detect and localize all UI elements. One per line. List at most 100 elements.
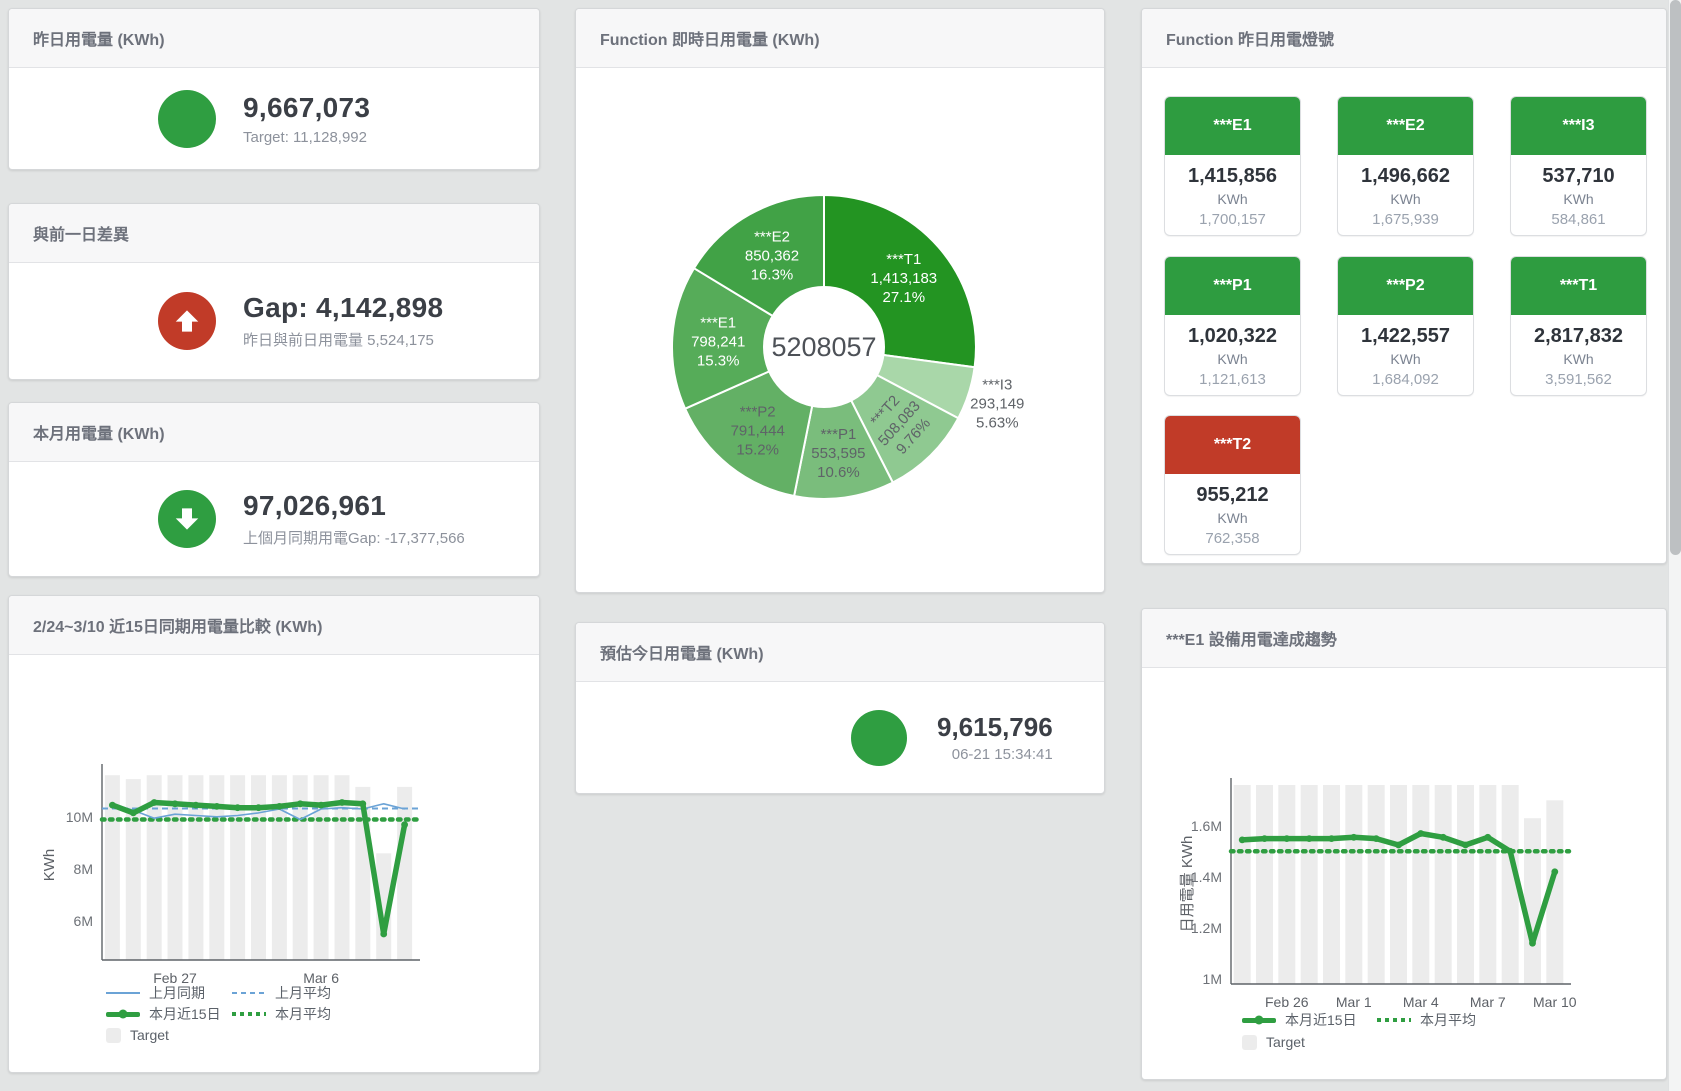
svg-text:Mar 6: Mar 6 [303, 970, 339, 986]
svg-text:日用電量 KWh: 日用電量 KWh [1179, 836, 1196, 933]
card-month-usage: 本月用電量 (KWh) 97,026,961 上個月同期用電Gap: -17,3… [8, 402, 540, 577]
donut-center-total: 5208057 [771, 332, 876, 362]
svg-text:Mar 4: Mar 4 [1403, 994, 1439, 1010]
card-title: 預估今日用電量 (KWh) [576, 623, 1104, 682]
estimate-value: 9,615,796 [937, 712, 1053, 742]
light-tile[interactable]: ***I3 537,710 KWh 584,861 [1510, 96, 1647, 236]
legend-swatch-line_thin_blue-icon [106, 992, 140, 994]
yesterday-usage-value: 9,667,073 [243, 91, 371, 123]
chart-legend-row: 本月近15日 本月平均 [106, 1004, 331, 1024]
scrollbar-thumb[interactable] [1670, 0, 1681, 555]
tile-status-header: ***E1 [1165, 97, 1300, 155]
legend-item[interactable]: 上月同期 [106, 983, 232, 1003]
card-lights-panel: Function 昨日用電燈號 ***E1 1,415,856 KWh 1,700,1… [1141, 8, 1667, 564]
legend-swatch-dashed_blue-icon [232, 992, 266, 994]
legend-item[interactable]: 本月平均 [232, 1004, 331, 1024]
legend-item[interactable]: 本月平均 [1377, 1010, 1476, 1030]
tile-value: 1,422,557 [1361, 324, 1450, 347]
legend-item[interactable]: Target [1242, 1034, 1305, 1050]
tile-target: 762,358 [1205, 530, 1260, 548]
svg-text:1.4M: 1.4M [1191, 869, 1222, 885]
card-compare-chart: 2/24~3/10 近15日同期用電量比較 (KWh) 6M 8M 10M KWh Fe… [8, 595, 540, 1073]
svg-text:Feb 27: Feb 27 [153, 970, 197, 986]
tile-unit: KWh [1563, 350, 1594, 367]
day-gap-subtitle: 昨日與前日用電量 5,524,175 [243, 332, 434, 349]
legend-item[interactable]: 上月平均 [232, 983, 331, 1003]
svg-text:10M: 10M [66, 809, 93, 825]
tile-target: 3,591,562 [1545, 370, 1612, 388]
card-estimate-today: 預估今日用電量 (KWh) 9,615,796 06-21 15:34:41 [575, 622, 1105, 794]
chart-legend-row: 上月同期 上月平均 [106, 983, 331, 1003]
svg-text:1M: 1M [1203, 971, 1222, 987]
tile-target: 584,861 [1551, 211, 1606, 228]
down-arrow-icon [158, 490, 216, 548]
card-title: 與前一日差異 [9, 204, 539, 263]
tile-value: 537,710 [1542, 165, 1615, 187]
tile-status-header: ***I3 [1511, 97, 1646, 155]
tile-status-header: ***T1 [1511, 256, 1646, 315]
svg-text:1.6M: 1.6M [1191, 818, 1222, 834]
tile-unit: KWh [1390, 191, 1421, 207]
chart-legend-row: Target [1242, 1032, 1305, 1052]
tile-status-header: ***P2 [1338, 256, 1473, 315]
day-gap-value: Gap: 4,142,898 [243, 292, 444, 323]
legend-swatch-box_gray-icon [106, 1027, 121, 1043]
status-circle-green-icon [851, 709, 907, 766]
light-tile[interactable]: ***P2 1,422,557 KWh 1,684,092 [1337, 255, 1474, 396]
legend-item[interactable]: 本月近15日 [106, 1004, 232, 1024]
tile-value: 2,817,832 [1534, 324, 1623, 347]
card-e1-trend: ***E1 設備用電達成趨勢 1M 1.2M 1.4M 1.6M 日用電量 KWh Feb… [1141, 608, 1667, 1080]
status-circle-green-icon [158, 89, 216, 148]
tile-status-header: ***E2 [1338, 97, 1473, 155]
tile-target: 1,700,157 [1199, 211, 1266, 228]
svg-text:Mar 1: Mar 1 [1336, 994, 1372, 1010]
svg-text:Mar 10: Mar 10 [1533, 994, 1577, 1010]
card-day-gap: 與前一日差異 Gap: 4,142,898 昨日與前日用電量 5,524,175 [8, 203, 540, 380]
svg-text:8M: 8M [74, 861, 93, 877]
realtime-donut-chart: 5208057 ***T1 1,413,183 27.1% ***I3 293,149 5.… [576, 68, 1104, 592]
light-tile[interactable]: ***E2 1,496,662 KWh 1,675,939 [1337, 96, 1474, 236]
tile-unit: KWh [1217, 191, 1248, 207]
svg-text:6M: 6M [74, 913, 93, 929]
card-yesterday-usage: 昨日用電量 (KWh) 9,667,073 Target: 11,128,992 [8, 8, 540, 170]
legend-swatch-dotted_green-icon [1377, 1018, 1411, 1022]
estimate-timestamp: 06-21 15:34:41 [951, 746, 1053, 763]
tile-status-header: ***T2 [1165, 416, 1300, 475]
tile-unit: KWh [1217, 510, 1248, 527]
light-tile[interactable]: ***T1 2,817,832 KWh 3,591,562 [1510, 255, 1647, 396]
light-tile[interactable]: ***T2 955,212 KWh 762,358 [1164, 415, 1301, 556]
scrollbar[interactable] [1668, 0, 1681, 1091]
tile-value: 955,212 [1196, 484, 1269, 507]
lights-grid: ***E1 1,415,856 KWh 1,700,157 ***E2 1,496,662… [1142, 68, 1666, 563]
card-title: 2/24~3/10 近15日同期用電量比較 (KWh) [9, 596, 539, 655]
month-usage-gap: 上個月同期用電Gap: -17,377,566 [243, 530, 465, 547]
tile-value: 1,496,662 [1361, 165, 1450, 187]
svg-text:Mar 7: Mar 7 [1470, 994, 1506, 1010]
card-title: ***E1 設備用電達成趨勢 [1142, 609, 1666, 668]
tile-target: 1,121,613 [1199, 370, 1266, 388]
light-tile[interactable]: ***E1 1,415,856 KWh 1,700,157 [1164, 96, 1301, 236]
tile-unit: KWh [1390, 350, 1421, 367]
legend-swatch-thick_green-icon [106, 1011, 140, 1017]
light-tile[interactable]: ***P1 1,020,322 KWh 1,121,613 [1164, 255, 1301, 396]
card-title: Function 即時日用電量 (KWh) [576, 9, 1104, 68]
legend-swatch-dotted_green-icon [232, 1012, 266, 1016]
svg-text:Feb 26: Feb 26 [1265, 994, 1309, 1010]
yesterday-usage-target: Target: 11,128,992 [243, 128, 367, 146]
svg-text:KWh: KWh [41, 849, 58, 882]
card-realtime-donut: Function 即時日用電量 (KWh) 5208057 ***T1 1,413,… [575, 8, 1105, 593]
legend-swatch-thick_green-icon [1242, 1017, 1276, 1023]
legend-item[interactable]: 本月近15日 [1242, 1010, 1377, 1030]
month-usage-value: 97,026,961 [243, 490, 387, 521]
e1-trend-line-chart: 1M 1.2M 1.4M 1.6M 日用電量 KWh Feb 26 Mar 1 Mar 4 Ma… [1142, 668, 1666, 1079]
tile-target: 1,675,939 [1372, 211, 1439, 228]
compare-line-chart: 6M 8M 10M KWh Feb 27 Mar 6 上月同期 上月平均 本月近15日 本月平均 T… [9, 655, 539, 1072]
tile-value: 1,415,856 [1188, 165, 1277, 187]
legend-item[interactable]: Target [106, 1027, 169, 1043]
